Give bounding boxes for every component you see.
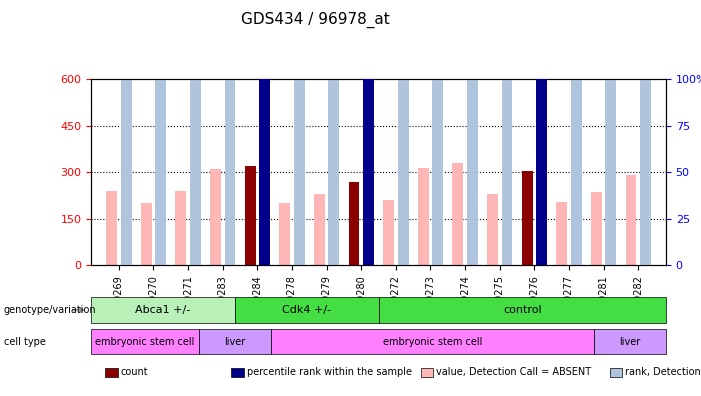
Text: liver: liver — [620, 337, 641, 346]
Bar — [156, 0, 166, 265]
Text: genotype/variation: genotype/variation — [4, 305, 96, 315]
Bar — [606, 0, 616, 265]
Bar — [501, 0, 512, 265]
Bar — [348, 188, 360, 265]
Text: liver: liver — [224, 337, 245, 346]
Bar — [224, 0, 236, 265]
Bar — [294, 0, 305, 265]
Text: count: count — [121, 367, 148, 377]
Bar — [363, 0, 374, 265]
Bar — [259, 0, 270, 265]
Bar — [571, 0, 582, 265]
Bar — [175, 191, 186, 265]
Bar — [536, 0, 547, 265]
Bar — [259, 0, 270, 265]
Bar — [328, 0, 339, 265]
Bar — [397, 0, 409, 265]
Bar — [245, 166, 256, 265]
Text: Abca1 +/-: Abca1 +/- — [135, 305, 191, 315]
Bar — [106, 191, 117, 265]
Bar — [279, 203, 290, 265]
Bar — [536, 0, 547, 265]
Bar — [383, 200, 394, 265]
Bar — [121, 0, 132, 265]
Text: percentile rank within the sample: percentile rank within the sample — [247, 367, 411, 377]
Text: embryonic stem cell: embryonic stem cell — [95, 337, 195, 346]
Bar — [591, 192, 601, 265]
Text: value, Detection Call = ABSENT: value, Detection Call = ABSENT — [436, 367, 591, 377]
Bar — [557, 202, 567, 265]
Bar — [141, 203, 151, 265]
Bar — [314, 194, 325, 265]
Text: control: control — [503, 305, 542, 315]
Bar — [245, 166, 256, 265]
Bar — [467, 0, 478, 265]
Text: embryonic stem cell: embryonic stem cell — [383, 337, 482, 346]
Bar — [433, 0, 443, 265]
Bar — [522, 172, 533, 265]
Bar — [487, 194, 498, 265]
Bar — [522, 171, 533, 265]
Bar — [625, 175, 637, 265]
Text: GDS434 / 96978_at: GDS434 / 96978_at — [241, 12, 390, 28]
Bar — [348, 181, 360, 265]
Text: cell type: cell type — [4, 337, 46, 346]
Bar — [640, 0, 651, 265]
Bar — [452, 163, 463, 265]
Bar — [210, 169, 221, 265]
Bar — [363, 0, 374, 265]
Text: Cdk4 +/-: Cdk4 +/- — [282, 305, 332, 315]
Bar — [190, 0, 200, 265]
Text: rank, Detection Call = ABSENT: rank, Detection Call = ABSENT — [625, 367, 701, 377]
Bar — [418, 168, 429, 265]
